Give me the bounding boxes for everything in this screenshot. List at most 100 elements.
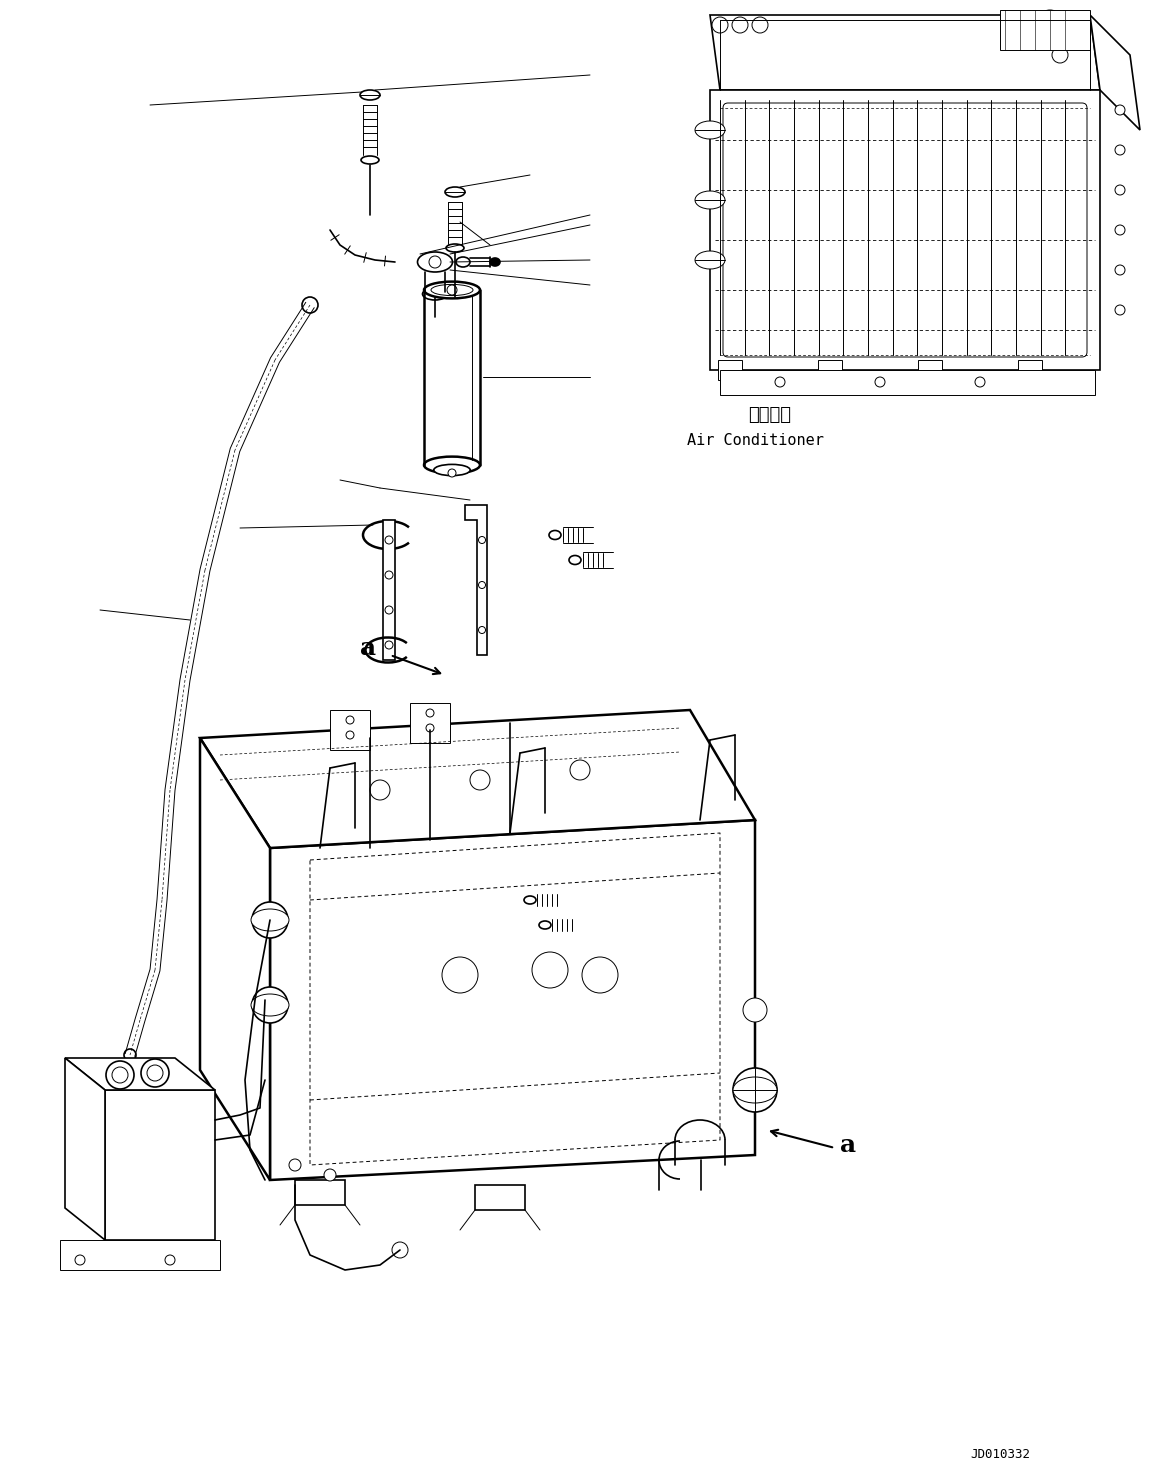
Ellipse shape [695,121,725,139]
Circle shape [478,626,485,633]
Ellipse shape [490,258,500,266]
Ellipse shape [361,156,379,164]
Polygon shape [330,710,370,750]
Circle shape [1053,47,1068,63]
Circle shape [385,536,393,545]
Circle shape [743,998,768,1021]
Circle shape [429,255,441,269]
Ellipse shape [525,896,536,903]
Circle shape [1115,266,1125,275]
Circle shape [448,469,456,477]
Text: a: a [361,636,376,660]
Circle shape [582,956,618,993]
Ellipse shape [445,244,464,252]
Circle shape [385,571,393,579]
Ellipse shape [424,456,480,474]
Polygon shape [65,1058,105,1240]
Ellipse shape [361,90,380,100]
Circle shape [1115,145,1125,155]
Polygon shape [465,505,487,655]
Polygon shape [60,1240,220,1269]
Circle shape [752,18,768,32]
Bar [295,1179,345,1204]
Polygon shape [1090,15,1140,130]
Circle shape [252,987,288,1023]
Circle shape [165,1255,174,1265]
Circle shape [570,760,590,779]
Bar [475,1185,525,1210]
Circle shape [442,956,478,993]
Text: Air Conditioner: Air Conditioner [686,432,823,447]
Bar [1000,10,1090,50]
Polygon shape [709,15,1100,90]
Text: エアコン: エアコン [749,406,792,424]
Circle shape [288,1159,301,1170]
Circle shape [1115,306,1125,314]
Circle shape [124,1049,136,1061]
Circle shape [975,376,985,387]
Circle shape [1028,18,1053,41]
Circle shape [106,1061,134,1089]
Circle shape [147,1066,163,1080]
Bar [1018,360,1042,379]
Polygon shape [105,1089,215,1240]
Ellipse shape [431,285,473,295]
Ellipse shape [733,1077,777,1103]
Circle shape [775,376,785,387]
Ellipse shape [251,909,288,931]
Circle shape [426,708,434,717]
Circle shape [875,376,885,387]
Bar [384,525,392,534]
Ellipse shape [434,465,470,475]
Circle shape [447,285,457,295]
Polygon shape [65,1058,215,1089]
Circle shape [385,607,393,614]
Polygon shape [720,370,1096,396]
Polygon shape [270,821,755,1179]
Circle shape [1115,224,1125,235]
Circle shape [732,18,748,32]
Circle shape [347,731,354,739]
Text: JD010332: JD010332 [970,1448,1030,1461]
Circle shape [478,536,485,543]
Ellipse shape [445,187,465,196]
Ellipse shape [549,530,561,540]
Ellipse shape [251,993,288,1015]
Ellipse shape [695,251,725,269]
Circle shape [252,902,288,939]
Circle shape [370,779,390,800]
Circle shape [324,1169,336,1181]
Text: a: a [840,1134,856,1157]
Polygon shape [709,90,1100,370]
Bar [383,520,395,660]
Polygon shape [200,738,270,1179]
Ellipse shape [695,190,725,210]
Bar [384,540,392,551]
Circle shape [112,1067,128,1083]
Bar [718,360,742,379]
Ellipse shape [456,257,470,267]
Circle shape [426,725,434,732]
Circle shape [302,297,317,313]
Ellipse shape [422,288,448,300]
Polygon shape [411,703,450,742]
Ellipse shape [424,282,480,298]
Circle shape [531,952,568,987]
Ellipse shape [538,921,551,928]
Circle shape [141,1058,169,1086]
Circle shape [1035,10,1065,40]
Ellipse shape [418,252,452,272]
Ellipse shape [569,555,582,564]
Circle shape [74,1255,85,1265]
Circle shape [1115,105,1125,115]
Circle shape [712,18,728,32]
Circle shape [733,1069,777,1111]
Polygon shape [200,710,755,849]
Circle shape [1115,184,1125,195]
Circle shape [470,770,490,790]
Circle shape [385,641,393,649]
Bar [818,360,842,379]
Circle shape [392,1241,408,1258]
Bar [918,360,942,379]
Circle shape [478,582,485,589]
